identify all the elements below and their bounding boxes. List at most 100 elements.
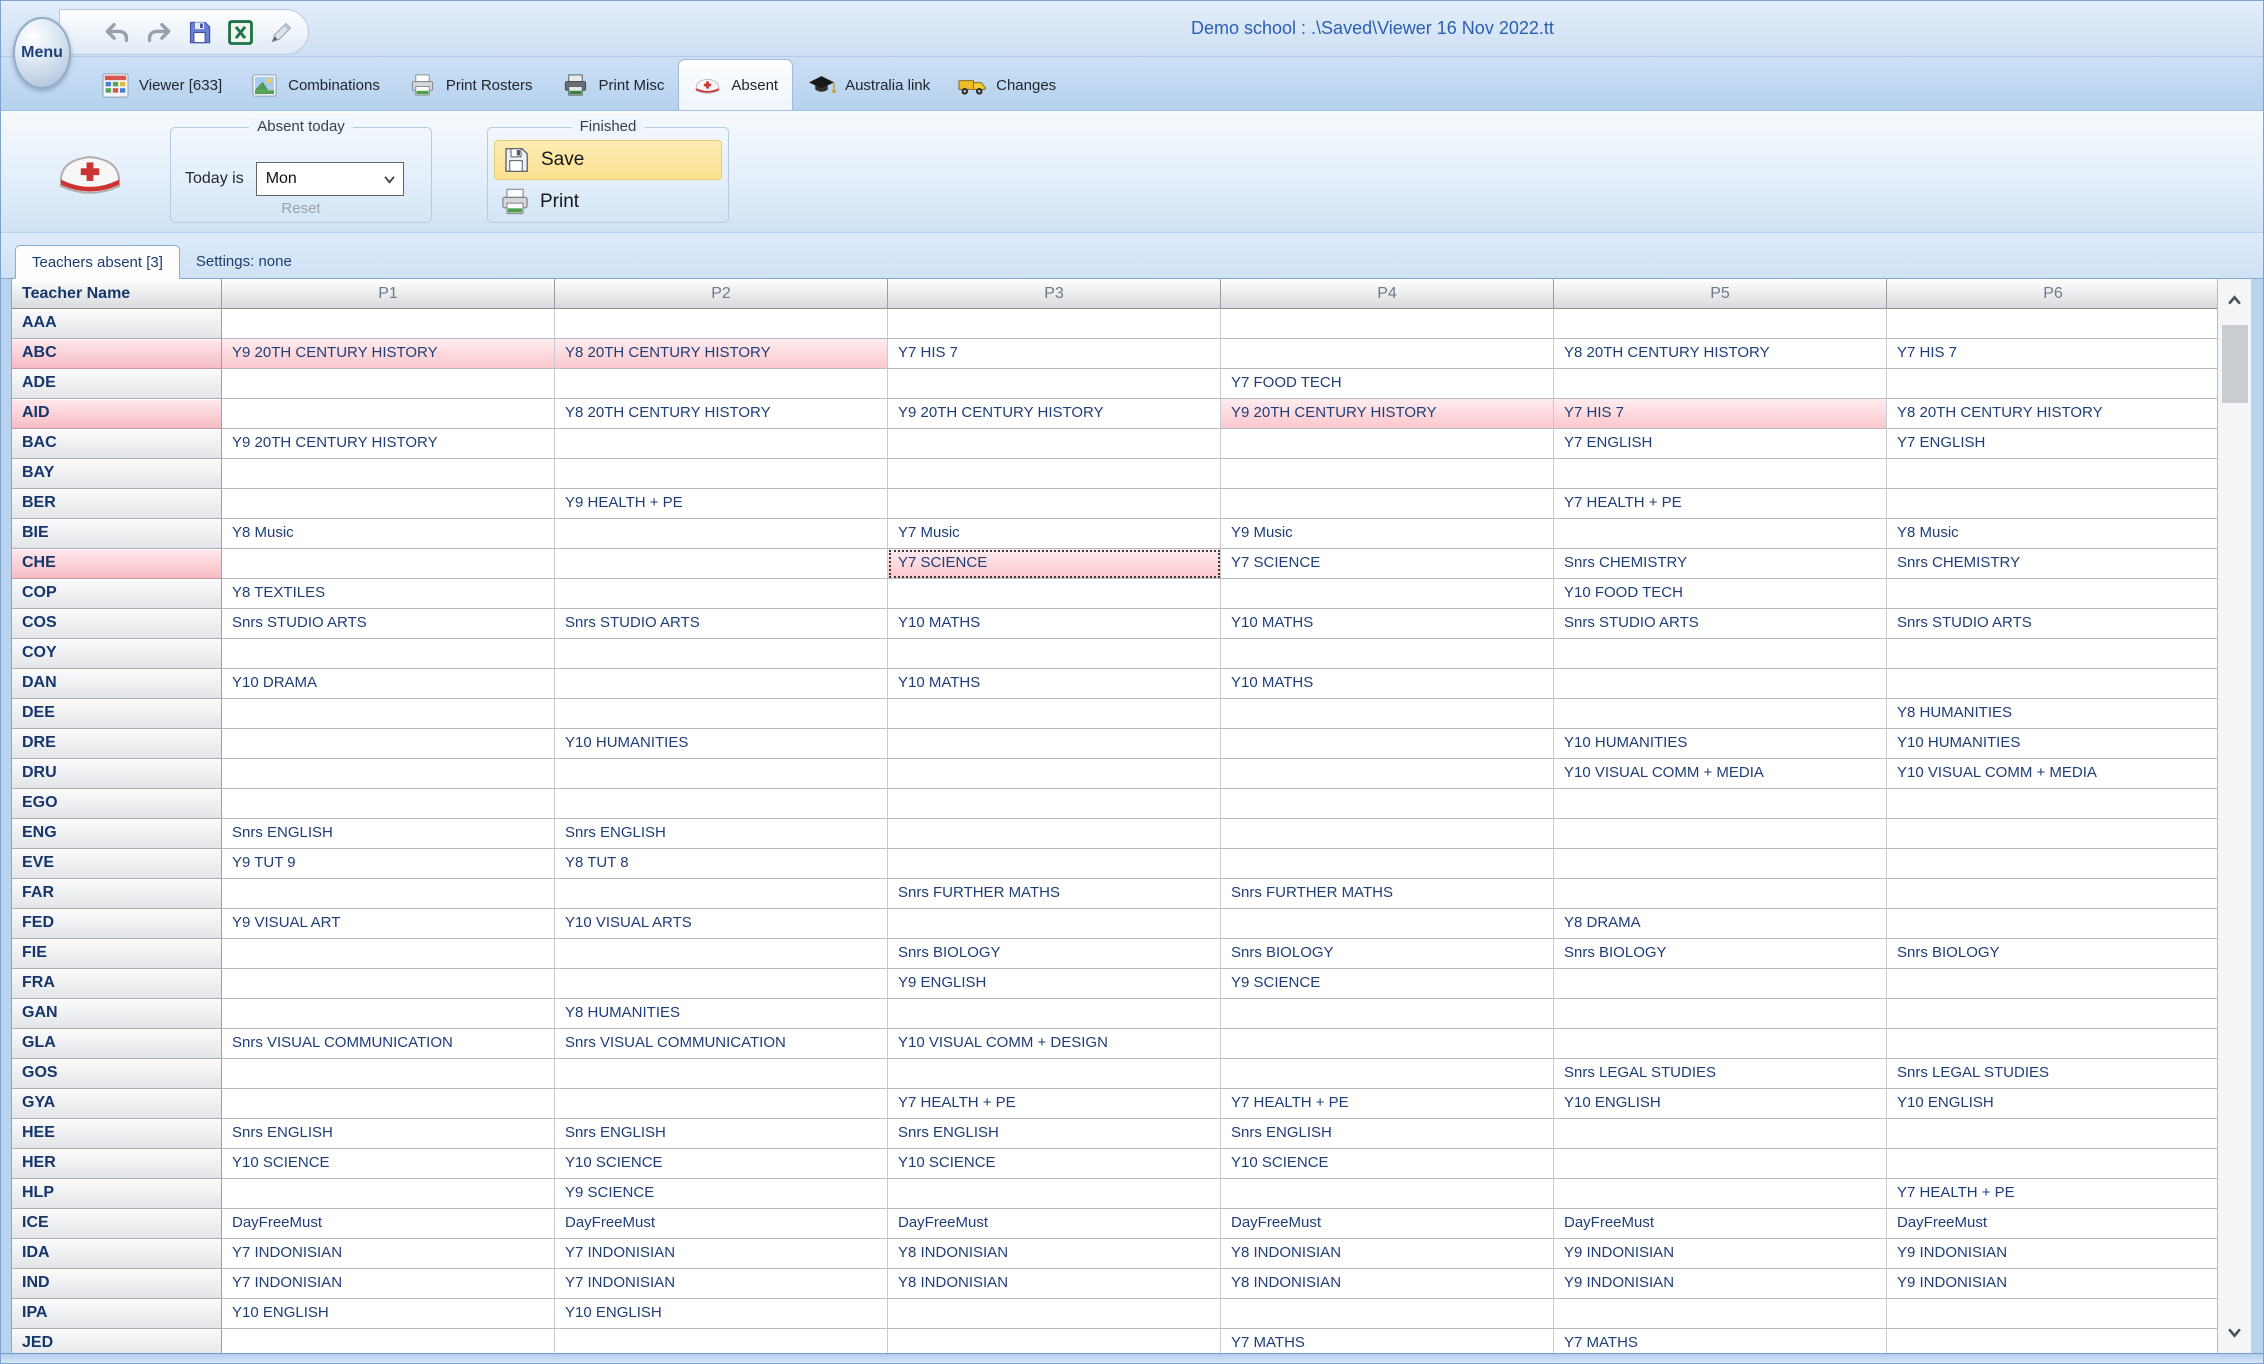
period-cell[interactable]: [888, 759, 1221, 789]
period-cell[interactable]: DayFreeMust: [1887, 1209, 2217, 1239]
period-cell[interactable]: [555, 579, 888, 609]
teacher-name-cell[interactable]: FAR: [12, 879, 222, 909]
period-cell[interactable]: [1221, 819, 1554, 849]
teacher-name-cell[interactable]: AAA: [12, 309, 222, 339]
teacher-name-cell[interactable]: HLP: [12, 1179, 222, 1209]
period-cell[interactable]: Y9 SCIENCE: [555, 1179, 888, 1209]
period-cell[interactable]: Y8 20TH CENTURY HISTORY: [1887, 399, 2217, 429]
period-cell[interactable]: DayFreeMust: [222, 1209, 555, 1239]
teacher-name-cell[interactable]: HER: [12, 1149, 222, 1179]
period-cell[interactable]: Snrs VISUAL COMMUNICATION: [555, 1029, 888, 1059]
teacher-name-cell[interactable]: IDA: [12, 1239, 222, 1269]
period-cell[interactable]: [1221, 459, 1554, 489]
period-cell[interactable]: Y10 ENGLISH: [555, 1299, 888, 1329]
scrollbar-thumb[interactable]: [2222, 325, 2248, 403]
period-cell[interactable]: [555, 549, 888, 579]
period-cell[interactable]: [1554, 819, 1887, 849]
col-header-p4[interactable]: P4: [1221, 279, 1554, 309]
period-cell[interactable]: [888, 699, 1221, 729]
teacher-name-cell[interactable]: ADE: [12, 369, 222, 399]
period-cell[interactable]: [555, 1089, 888, 1119]
col-header-p5[interactable]: P5: [1554, 279, 1887, 309]
period-cell[interactable]: [1221, 429, 1554, 459]
period-cell[interactable]: Snrs STUDIO ARTS: [222, 609, 555, 639]
period-cell[interactable]: Y7 SCIENCE: [888, 549, 1221, 579]
teacher-name-cell[interactable]: DAN: [12, 669, 222, 699]
period-cell[interactable]: Snrs ENGLISH: [1221, 1119, 1554, 1149]
period-cell[interactable]: [222, 969, 555, 999]
tab-viewer-633[interactable]: Viewer [633]: [87, 61, 236, 110]
period-cell[interactable]: [222, 639, 555, 669]
period-cell[interactable]: Y10 SCIENCE: [1221, 1149, 1554, 1179]
period-cell[interactable]: [1887, 819, 2217, 849]
period-cell[interactable]: Y10 ENGLISH: [222, 1299, 555, 1329]
period-cell[interactable]: [1221, 489, 1554, 519]
period-cell[interactable]: Y7 FOOD TECH: [1221, 369, 1554, 399]
teacher-name-cell[interactable]: DEE: [12, 699, 222, 729]
period-cell[interactable]: Y10 VISUAL COMM + MEDIA: [1554, 759, 1887, 789]
reset-button[interactable]: Reset: [281, 200, 321, 217]
period-cell[interactable]: [888, 1059, 1221, 1089]
period-cell[interactable]: [1221, 999, 1554, 1029]
teacher-name-cell[interactable]: CHE: [12, 549, 222, 579]
period-cell[interactable]: [888, 309, 1221, 339]
period-cell[interactable]: [1554, 639, 1887, 669]
period-cell[interactable]: Y9 Music: [1221, 519, 1554, 549]
period-cell[interactable]: [222, 1059, 555, 1089]
period-cell[interactable]: Snrs ENGLISH: [888, 1119, 1221, 1149]
period-cell[interactable]: Y10 MATHS: [888, 609, 1221, 639]
period-cell[interactable]: Y8 Music: [1887, 519, 2217, 549]
period-cell[interactable]: [1221, 729, 1554, 759]
teacher-name-cell[interactable]: COY: [12, 639, 222, 669]
period-cell[interactable]: [222, 369, 555, 399]
period-cell[interactable]: Y8 HUMANITIES: [1887, 699, 2217, 729]
tab-absent[interactable]: Absent: [678, 59, 794, 110]
period-cell[interactable]: [555, 879, 888, 909]
teacher-name-cell[interactable]: FED: [12, 909, 222, 939]
period-cell[interactable]: [555, 699, 888, 729]
tab-combinations[interactable]: Combinations: [236, 61, 394, 110]
period-cell[interactable]: Snrs BIOLOGY: [1887, 939, 2217, 969]
period-cell[interactable]: [222, 759, 555, 789]
period-cell[interactable]: Y8 INDONISIAN: [1221, 1239, 1554, 1269]
period-cell[interactable]: Y8 HUMANITIES: [555, 999, 888, 1029]
period-cell[interactable]: Y9 INDONISIAN: [1887, 1239, 2217, 1269]
period-cell[interactable]: [1887, 669, 2217, 699]
period-cell[interactable]: Snrs BIOLOGY: [1554, 939, 1887, 969]
period-cell[interactable]: [222, 1089, 555, 1119]
period-cell[interactable]: Y7 HEALTH + PE: [1554, 489, 1887, 519]
period-cell[interactable]: [555, 519, 888, 549]
redo-button[interactable]: [145, 19, 172, 46]
teacher-name-cell[interactable]: DRE: [12, 729, 222, 759]
period-cell[interactable]: [1554, 789, 1887, 819]
period-cell[interactable]: Y8 20TH CENTURY HISTORY: [555, 339, 888, 369]
tab-changes[interactable]: Changes: [944, 61, 1070, 110]
tab-australia-link[interactable]: Australia link: [793, 61, 944, 110]
period-cell[interactable]: Y7 HIS 7: [1554, 399, 1887, 429]
period-cell[interactable]: [1887, 489, 2217, 519]
period-cell[interactable]: [1887, 879, 2217, 909]
period-cell[interactable]: Y10 HUMANITIES: [555, 729, 888, 759]
period-cell[interactable]: Snrs CHEMISTRY: [1887, 549, 2217, 579]
period-cell[interactable]: Y8 TUT 8: [555, 849, 888, 879]
period-cell[interactable]: Y10 ENGLISH: [1554, 1089, 1887, 1119]
period-cell[interactable]: [1221, 309, 1554, 339]
period-cell[interactable]: [1554, 669, 1887, 699]
period-cell[interactable]: [222, 939, 555, 969]
period-cell[interactable]: DayFreeMust: [888, 1209, 1221, 1239]
period-cell[interactable]: Snrs ENGLISH: [555, 819, 888, 849]
vertical-scrollbar[interactable]: [2217, 279, 2251, 1353]
period-cell[interactable]: [1221, 849, 1554, 879]
period-cell[interactable]: [555, 759, 888, 789]
period-cell[interactable]: [1887, 969, 2217, 999]
teacher-name-cell[interactable]: GOS: [12, 1059, 222, 1089]
teacher-name-cell[interactable]: FIE: [12, 939, 222, 969]
period-cell[interactable]: Y9 SCIENCE: [1221, 969, 1554, 999]
period-cell[interactable]: [1554, 309, 1887, 339]
period-cell[interactable]: [1554, 369, 1887, 399]
period-cell[interactable]: Y7 HEALTH + PE: [1221, 1089, 1554, 1119]
period-cell[interactable]: [1221, 639, 1554, 669]
period-cell[interactable]: Y7 HEALTH + PE: [888, 1089, 1221, 1119]
period-cell[interactable]: [555, 459, 888, 489]
period-cell[interactable]: Y7 INDONISIAN: [555, 1269, 888, 1299]
